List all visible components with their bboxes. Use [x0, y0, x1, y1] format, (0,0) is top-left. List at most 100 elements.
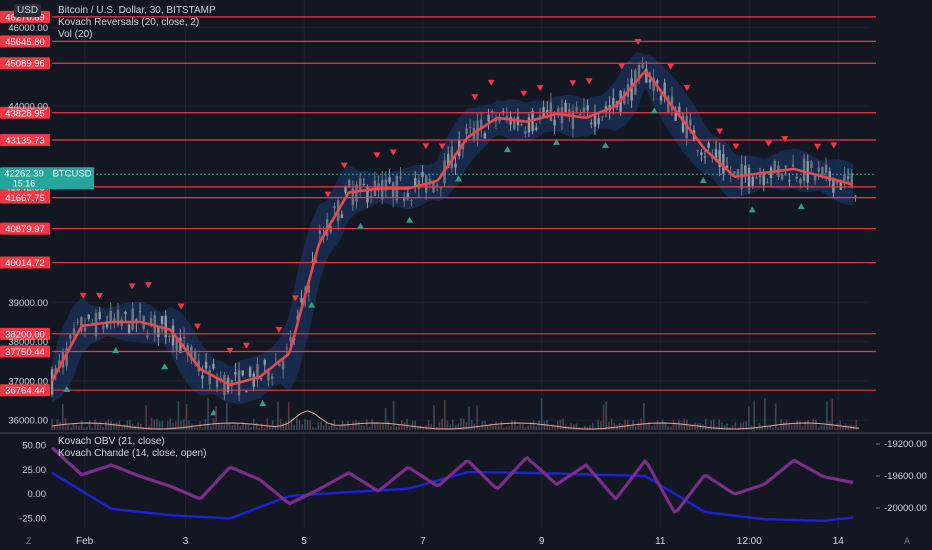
volume-bar: [279, 419, 282, 430]
volume-bar: [269, 425, 271, 430]
volume-bar: [538, 420, 540, 430]
volume-bar: [766, 426, 769, 430]
volume-bar: [626, 419, 629, 430]
candle-body: [564, 102, 567, 113]
candle-body: [98, 311, 101, 320]
volume-bar: [336, 426, 338, 430]
volume-bar: [406, 418, 408, 430]
volume-bar: [605, 401, 608, 430]
candle-body: [347, 180, 351, 187]
volume-bar: [53, 425, 56, 430]
candle-body: [718, 150, 721, 167]
reversal-up-marker: [650, 107, 658, 114]
volume-bar: [196, 427, 199, 430]
volume-bar: [495, 421, 497, 430]
volume-bar: [150, 418, 153, 430]
volume-bar: [643, 402, 645, 430]
candle-body: [259, 378, 263, 380]
moving-average: [50, 70, 854, 387]
timezone-icon[interactable]: Z: [26, 536, 32, 546]
volume-bar: [656, 420, 659, 430]
price-axis-tick: 36000.00: [8, 416, 48, 427]
sub-indicator-legend-1[interactable]: Kovach OBV (21, close): [58, 436, 165, 447]
volume-bar: [433, 405, 435, 430]
candle-body: [109, 310, 112, 324]
volume-bar: [772, 427, 774, 430]
volume-bar: [761, 426, 764, 430]
volume-bar: [277, 401, 279, 430]
volume-bar: [174, 421, 177, 430]
reversal-down-marker: [95, 293, 103, 300]
reversal-down-marker: [324, 191, 332, 198]
volume-bar: [70, 426, 72, 430]
volume-bar: [139, 423, 142, 430]
volume-bar: [99, 421, 102, 430]
candle-body: [87, 314, 90, 319]
candle-body: [127, 324, 131, 334]
volume-bar: [462, 418, 465, 430]
volume-bar: [457, 423, 460, 430]
price-axis-tick: 37000.00: [8, 376, 48, 387]
auto-scale-icon[interactable]: A: [904, 536, 911, 546]
candle-body: [846, 176, 850, 179]
time-axis-tick: 3: [183, 536, 189, 547]
candle-body: [212, 363, 215, 369]
volume-bar: [500, 421, 503, 430]
candle-body: [171, 325, 175, 346]
volume-bar: [847, 425, 850, 430]
candle-body: [663, 82, 666, 98]
time-axis-tick: Feb: [76, 536, 94, 547]
volume-bar: [91, 427, 94, 430]
volume-bar: [105, 421, 107, 430]
volume-bar: [96, 422, 99, 430]
volume-bar: [597, 419, 599, 430]
volume-bar: [309, 419, 312, 430]
candle-body: [553, 119, 556, 126]
candle-body: [333, 205, 336, 209]
volume-bar: [83, 427, 86, 430]
volume-bar: [799, 420, 801, 430]
candle-body: [223, 375, 226, 395]
candle-body: [406, 193, 410, 199]
candle-body: [105, 321, 109, 328]
candle-body: [256, 364, 259, 380]
candle-body: [234, 372, 237, 375]
volume-bar: [513, 420, 516, 430]
ma-line: [50, 70, 854, 387]
indicator-legend-1[interactable]: Kovach Reversals (20, close, 2): [58, 17, 200, 28]
candle-body: [278, 363, 281, 367]
volume-bar: [777, 427, 780, 430]
indicator-legend-2[interactable]: Vol (20): [58, 29, 93, 40]
candle-body: [659, 95, 663, 101]
sub-indicator-legend-2[interactable]: Kovach Chande (14, close, open): [58, 448, 207, 459]
reversal-down-marker: [487, 79, 495, 86]
main-title: Bitcoin / U.S. Dollar, 30, BITSTAMP: [58, 5, 216, 16]
volume-bar: [218, 423, 220, 430]
volume-bar: [86, 426, 88, 430]
reversal-up-marker: [748, 206, 756, 213]
volume-bar: [548, 426, 551, 430]
volume-bar: [637, 422, 640, 430]
volume-ma-line: [51, 410, 860, 430]
candle-body: [450, 146, 454, 169]
volume-bar: [470, 419, 473, 430]
candle-body: [817, 167, 820, 172]
right-axis-tick: -19600.00: [884, 471, 927, 482]
candle-body: [700, 152, 703, 156]
reversal-down-marker: [422, 143, 430, 150]
volume-bar: [255, 422, 258, 430]
volume-bar: [648, 421, 651, 430]
candle-body: [124, 311, 127, 314]
volume-bar: [600, 421, 602, 430]
volume-bar: [559, 419, 562, 430]
candle-body: [498, 117, 501, 122]
candle-body: [762, 174, 765, 186]
volume-bar: [446, 420, 449, 430]
candle-body: [780, 173, 784, 179]
candle-body: [369, 196, 373, 198]
candle-body: [652, 77, 655, 91]
volume-bar: [80, 420, 83, 430]
currency-label[interactable]: USD: [14, 4, 42, 17]
volume-bar: [575, 423, 578, 430]
